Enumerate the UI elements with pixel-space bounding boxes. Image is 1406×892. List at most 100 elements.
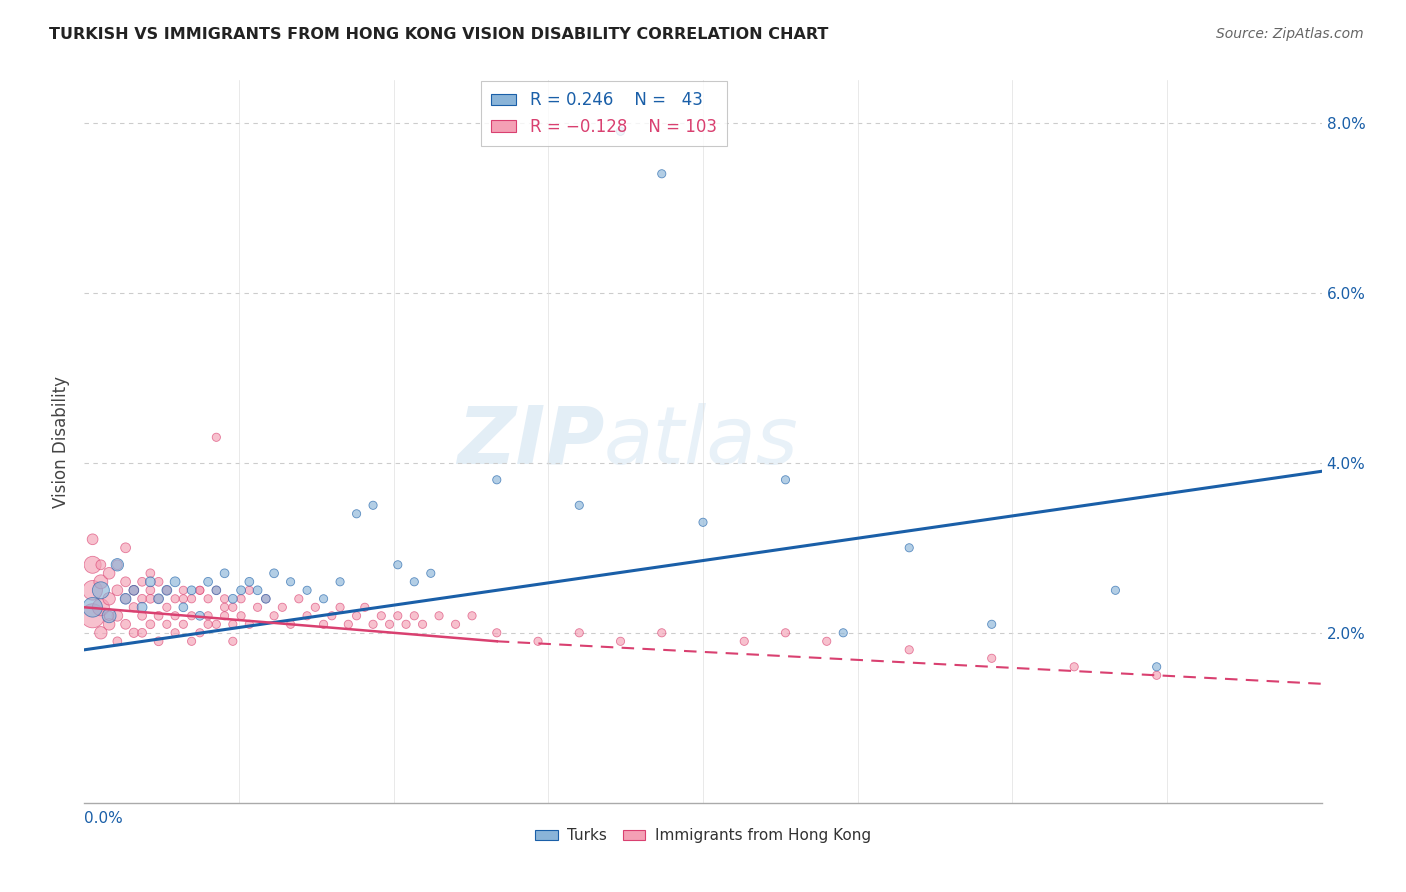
Point (238, 574, 260, 589)
Point (105, 583, 128, 598)
Point (90, 558, 112, 572)
Point (238, 583, 260, 598)
Y-axis label: Vision Disability: Vision Disability (52, 376, 70, 508)
Point (246, 583, 269, 598)
Point (205, 617, 228, 632)
Point (321, 608, 343, 623)
Point (82, 558, 104, 572)
Point (139, 591, 162, 606)
Point (172, 583, 194, 598)
Point (90, 574, 112, 589)
Point (568, 498, 591, 512)
Point (898, 642, 921, 657)
Point (156, 583, 179, 598)
Point (263, 608, 285, 623)
Point (197, 574, 219, 589)
Text: Source: ZipAtlas.com: Source: ZipAtlas.com (1216, 27, 1364, 41)
Point (1063, 660, 1085, 674)
Point (180, 634, 202, 648)
Point (105, 608, 128, 623)
Point (114, 574, 136, 589)
Point (832, 625, 855, 640)
Point (148, 591, 170, 606)
Point (229, 608, 252, 623)
Point (246, 600, 269, 615)
Point (131, 600, 153, 615)
Point (775, 473, 797, 487)
Point (229, 591, 252, 606)
Point (98, 591, 121, 606)
Point (222, 634, 245, 648)
Text: ZIP: ZIP (457, 402, 605, 481)
Point (122, 583, 145, 598)
Point (172, 600, 194, 615)
Point (361, 617, 384, 632)
Point (98, 566, 121, 581)
Point (139, 617, 162, 632)
Point (180, 591, 202, 606)
Point (131, 608, 153, 623)
Point (188, 625, 211, 640)
Point (288, 591, 311, 606)
Point (898, 541, 921, 555)
Point (165, 574, 187, 589)
Point (139, 574, 162, 589)
Point (114, 617, 136, 632)
Point (148, 608, 170, 623)
Point (280, 617, 302, 632)
Point (1104, 583, 1126, 598)
Text: atlas: atlas (605, 402, 799, 481)
Point (148, 591, 170, 606)
Point (222, 617, 245, 632)
Point (329, 600, 352, 615)
Point (1146, 668, 1168, 682)
Point (295, 583, 318, 598)
Point (98, 608, 121, 623)
Point (254, 591, 277, 606)
Point (568, 625, 591, 640)
Point (280, 574, 302, 589)
Text: TURKISH VS IMMIGRANTS FROM HONG KONG VISION DISABILITY CORRELATION CHART: TURKISH VS IMMIGRANTS FROM HONG KONG VIS… (49, 27, 828, 42)
Point (82, 533, 104, 547)
Point (263, 566, 285, 581)
Point (692, 516, 714, 530)
Point (105, 634, 128, 648)
Point (254, 591, 277, 606)
Point (733, 634, 755, 648)
Point (527, 634, 550, 648)
Point (114, 591, 136, 606)
Point (131, 625, 153, 640)
Point (775, 625, 797, 640)
Point (329, 574, 352, 589)
Point (90, 600, 112, 615)
Point (90, 583, 112, 598)
Point (180, 608, 202, 623)
Point (404, 608, 426, 623)
Point (312, 591, 335, 606)
Point (122, 600, 145, 615)
Point (651, 167, 673, 181)
Point (1146, 660, 1168, 674)
Point (82, 583, 104, 598)
Point (609, 124, 631, 138)
Point (271, 600, 294, 615)
Point (197, 608, 219, 623)
Point (131, 591, 153, 606)
Point (205, 583, 228, 598)
Point (222, 600, 245, 615)
Point (148, 574, 170, 589)
Point (180, 583, 202, 598)
Point (188, 583, 211, 598)
Point (172, 617, 194, 632)
Point (815, 634, 838, 648)
Point (229, 583, 252, 598)
Point (156, 583, 179, 598)
Point (238, 617, 260, 632)
Point (485, 473, 508, 487)
Point (980, 617, 1002, 632)
Point (122, 625, 145, 640)
Point (214, 566, 236, 581)
Point (82, 600, 104, 615)
Point (165, 608, 187, 623)
Point (172, 591, 194, 606)
